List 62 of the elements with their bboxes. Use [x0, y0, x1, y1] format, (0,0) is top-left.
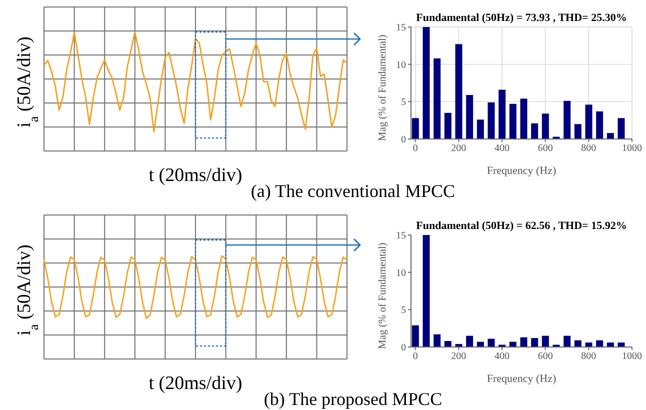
bar: [531, 338, 538, 347]
bar: [412, 118, 419, 139]
bar: [488, 102, 495, 139]
chart-title: Fundamental (50Hz) = 73.93 , THD= 25.30%: [415, 12, 628, 24]
bar: [574, 124, 582, 139]
bar: [444, 341, 452, 347]
x-tick-label: 600: [538, 143, 553, 154]
x-tick-label: 0: [412, 143, 418, 154]
bar: [455, 44, 462, 139]
x-axis-title: Frequency (Hz): [486, 165, 556, 177]
bar: [412, 325, 419, 347]
y-tick-label: 10: [396, 60, 406, 71]
bar: [606, 133, 614, 139]
x-tick-label: 800: [581, 351, 596, 362]
x-tick-label: 1000: [622, 351, 642, 362]
bar: [542, 114, 549, 139]
bar: [564, 100, 571, 139]
bar: [466, 94, 474, 139]
x-tick-label: 200: [451, 143, 466, 154]
bar: [520, 337, 528, 347]
bar: [606, 342, 614, 347]
x-axis-title: t (20ms/div): [148, 373, 242, 394]
y-tick-label: 10: [396, 268, 406, 279]
bar: [585, 342, 592, 347]
y-axis-title: Mag (% of Fundamental): [378, 242, 389, 349]
bar: [596, 111, 604, 139]
bar: [618, 118, 625, 139]
y-tick-label: 15: [396, 230, 406, 242]
x-tick-label: 1000: [622, 143, 642, 154]
y-tick-label: 15: [396, 22, 406, 34]
bar: [542, 336, 549, 347]
bar: [520, 98, 528, 139]
x-axis-title: Frequency (Hz): [486, 373, 556, 385]
x-tick-label: 600: [538, 351, 553, 362]
chart-title: Fundamental (50Hz) = 62.56 , THD= 15.92%: [415, 220, 628, 232]
x-tick-label: 200: [451, 351, 466, 362]
bar: [466, 336, 474, 347]
bar: [618, 342, 625, 347]
bar: [434, 58, 441, 139]
x-tick-label: 800: [581, 143, 596, 154]
y-axis-title: Mag (% of Fundamental): [378, 34, 389, 141]
y-tick-label: 5: [401, 97, 406, 108]
bar: [434, 334, 441, 347]
x-tick-label: 0: [412, 351, 418, 362]
bar: [422, 235, 430, 347]
bar: [476, 120, 484, 139]
y-tick-label: 5: [401, 305, 406, 316]
x-tick-label: 400: [494, 143, 510, 154]
bar: [509, 104, 516, 139]
bar: [585, 104, 592, 139]
bar: [422, 27, 430, 139]
text: (b) The proposed MPCC: [264, 389, 442, 409]
text: (a) The conventional MPCC: [250, 181, 456, 201]
bar: [531, 123, 538, 139]
y-tick-label: 0: [401, 134, 406, 146]
y-tick-label: 0: [401, 342, 406, 354]
x-tick-label: 400: [494, 351, 510, 362]
x-axis-title: t (20ms/div): [148, 165, 242, 186]
bar: [564, 336, 571, 347]
bar: [498, 90, 506, 139]
bar: [444, 112, 452, 139]
bar: [488, 338, 495, 347]
